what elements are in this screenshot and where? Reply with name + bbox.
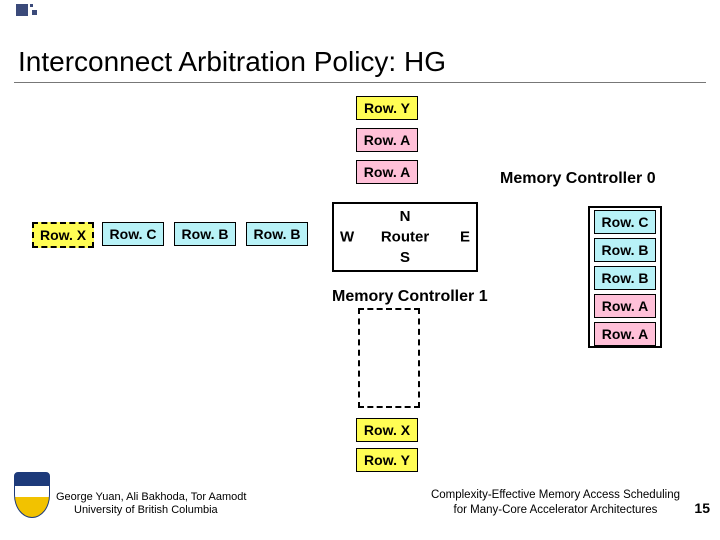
queue-item-1: Row. B xyxy=(594,238,656,262)
paper-line2: for Many-Core Accelerator Architectures xyxy=(454,504,658,516)
west-packet-3: Row. B xyxy=(246,222,308,246)
router-north-label: N xyxy=(400,208,411,225)
corner-accent xyxy=(0,0,40,22)
router-center-label: Router xyxy=(381,229,429,246)
queue-item-4: Row. A xyxy=(594,322,656,346)
queue-item-3: Row. A xyxy=(594,294,656,318)
authors-text: George Yuan, Ali Bakhoda, Tor Aamodt xyxy=(56,491,246,503)
slide: Interconnect Arbitration Policy: HG Row.… xyxy=(0,0,720,540)
south-packet-1: Row. Y xyxy=(356,448,418,472)
north-packet-0: Row. Y xyxy=(356,96,418,120)
ubc-logo xyxy=(14,472,50,518)
paper-line1: Complexity-Effective Memory Access Sched… xyxy=(431,489,680,501)
page-number: 15 xyxy=(694,500,710,516)
west-packet-0: Row. X xyxy=(32,222,94,248)
north-packet-2: Row. A xyxy=(356,160,418,184)
queue-item-2: Row. B xyxy=(594,266,656,290)
memory-controller-1-label: Memory Controller 1 xyxy=(332,288,488,306)
north-packet-1: Row. A xyxy=(356,128,418,152)
south-queue-placeholder xyxy=(358,308,420,408)
queue-item-0: Row. C xyxy=(594,210,656,234)
router-south-label: S xyxy=(400,249,410,266)
footer-paper: Complexity-Effective Memory Access Sched… xyxy=(431,488,680,518)
west-packet-2: Row. B xyxy=(174,222,236,246)
affiliation-text: University of British Columbia xyxy=(74,504,218,516)
router-west-label: W xyxy=(340,229,354,246)
slide-title: Interconnect Arbitration Policy: HG xyxy=(18,46,446,78)
router-node: N S W E Router xyxy=(332,202,478,272)
south-packet-0: Row. X xyxy=(356,418,418,442)
west-packet-1: Row. C xyxy=(102,222,164,246)
footer-authors: George Yuan, Ali Bakhoda, Tor Aamodt Uni… xyxy=(56,491,246,519)
memory-controller-0-label: Memory Controller 0 xyxy=(500,170,656,188)
title-rule xyxy=(14,82,706,83)
router-east-label: E xyxy=(460,229,470,246)
